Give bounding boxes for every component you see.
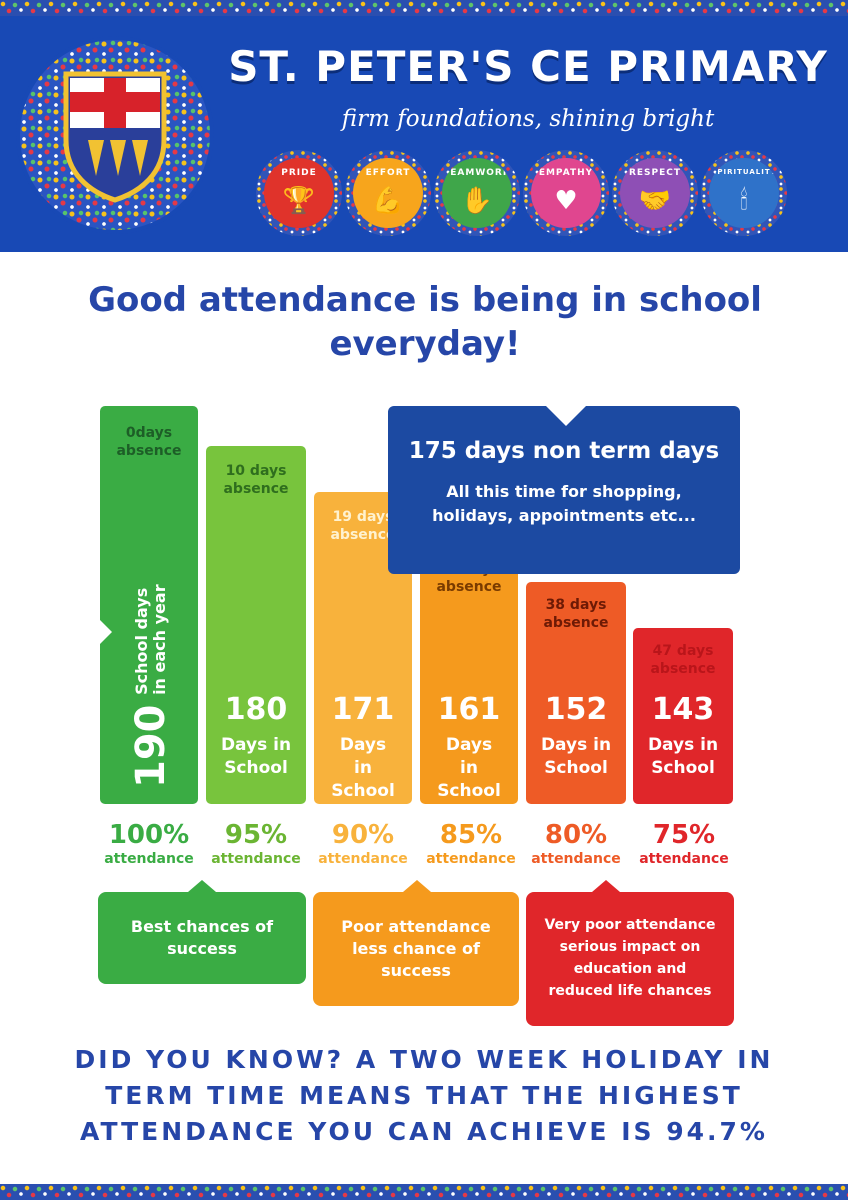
value-label: TEAMWORK xyxy=(443,168,511,178)
did-you-know-footer: DID YOU KNOW? A TWO WEEK HOLIDAY IN TERM… xyxy=(74,1045,774,1146)
bar-152-days: 38 days absence 152 Days in School xyxy=(526,582,626,804)
value-badge-respect: RESPECT 🤝 xyxy=(612,150,698,236)
value-label: EMPATHY xyxy=(538,168,594,178)
attendance-label: attendance xyxy=(639,851,729,867)
pointer-arrow xyxy=(98,618,112,646)
page-heading: Good attendance is being in school every… xyxy=(88,280,762,364)
bar-180-days: 10 days absence 180 Days in School xyxy=(206,446,306,804)
bar-absence-label: 0days absence xyxy=(116,425,182,459)
bar-days-count: 152 xyxy=(544,692,608,727)
bar-days-label: Days in School xyxy=(220,735,292,778)
outcome-text: Best chances of success xyxy=(130,917,274,958)
candle-icon: 🕯 xyxy=(740,185,748,216)
attendance-value: 100% xyxy=(108,820,190,850)
shield-icon xyxy=(63,71,167,203)
bar-days-count: 180 xyxy=(224,692,288,727)
hands-icon: ✋ xyxy=(460,186,494,216)
attendance-80: 80% attendance xyxy=(521,820,631,868)
callout-body: All this time for shopping, holidays, ap… xyxy=(432,482,696,525)
strongman-icon: 💪 xyxy=(371,186,405,216)
value-badge-empathy: EMPATHY ♥ xyxy=(523,150,609,236)
attendance-95: 95% attendance xyxy=(201,820,311,868)
non-term-days-callout: 175 days non term days All this time for… xyxy=(388,404,740,574)
attendance-value: 95% xyxy=(224,820,288,850)
outcome-text: Very poor attendance serious impact on e… xyxy=(544,917,716,999)
value-badge-pride: PRIDE 🏆 xyxy=(256,150,342,236)
bar-190-school-days: 0days absence 190 School days in each yea… xyxy=(98,406,198,804)
attendance-label: attendance xyxy=(531,851,621,867)
outcome-very-poor-attendance: Very poor attendance serious impact on e… xyxy=(526,880,734,1026)
bar-days-count: 171 xyxy=(331,692,395,727)
value-badge-teamwork: TEAMWORK ✋ xyxy=(434,150,520,236)
bar-161-days: 29 days absence 161 Days in School xyxy=(420,542,518,804)
attendance-75: 75% attendance xyxy=(629,820,739,868)
bar-days-count: 161 xyxy=(437,692,501,727)
confetti-border-bottom xyxy=(0,1184,848,1200)
bar-days-count: 143 xyxy=(651,692,715,727)
attendance-90: 90% attendance xyxy=(308,820,418,868)
attendance-value: 85% xyxy=(439,820,503,850)
bar-absence-label: 47 days absence xyxy=(650,643,716,677)
outcome-best-chances: Best chances of success xyxy=(98,880,306,984)
bar-days-label: Days in School xyxy=(647,735,719,778)
attendance-label: attendance xyxy=(211,851,301,867)
value-label: EFFORT xyxy=(365,168,411,178)
school-days-text-1: School days xyxy=(132,587,151,695)
attendance-label: attendance xyxy=(104,851,194,867)
callout-title: 175 days non term days xyxy=(408,438,720,464)
attendance-100: 100% attendance xyxy=(94,820,204,868)
attendance-value: 90% xyxy=(331,820,395,850)
heart-icon: ♥ xyxy=(554,186,578,216)
bar-days-label: Days in School xyxy=(331,735,395,801)
outcome-text: Poor attendance less chance of success xyxy=(341,917,491,980)
outcome-notch xyxy=(403,880,431,892)
value-badge-spirituality: SPIRITUALITY 🕯 xyxy=(701,150,787,236)
school-days-number: 190 xyxy=(128,704,174,789)
school-name: ST. PETER'S CE PRIMARY xyxy=(228,42,828,91)
outcome-poor-attendance: Poor attendance less chance of success xyxy=(313,880,519,1006)
callout-notch xyxy=(544,404,588,426)
header-banner: ST. PETER'S CE PRIMARY firm foundations,… xyxy=(0,16,848,252)
value-label: PRIDE xyxy=(281,168,317,178)
attendance-label: attendance xyxy=(426,851,516,867)
bar-days-label: Days in School xyxy=(540,735,612,778)
value-label: RESPECT xyxy=(628,168,682,178)
attendance-value: 75% xyxy=(652,820,716,850)
outcome-notch xyxy=(188,880,216,892)
attendance-85: 85% attendance xyxy=(416,820,526,868)
bar-days-label: Days in School xyxy=(437,735,501,801)
confetti-border-top xyxy=(0,0,848,16)
bar-absence-label: 10 days absence xyxy=(223,463,289,497)
trophy-icon: 🏆 xyxy=(282,186,316,216)
attendance-value: 80% xyxy=(544,820,608,850)
school-motto: firm foundations, shining bright xyxy=(341,106,715,132)
bar-absence-label: 38 days absence xyxy=(543,597,609,631)
school-crest xyxy=(16,36,214,234)
value-label: SPIRITUALITY xyxy=(711,168,777,176)
school-days-text-2: in each year xyxy=(150,584,169,695)
attendance-label: attendance xyxy=(318,851,408,867)
value-badge-effort: EFFORT 💪 xyxy=(345,150,431,236)
bar-absence-label: 19 days absence xyxy=(330,509,396,543)
bar-143-days: 47 days absence 143 Days in School xyxy=(633,628,733,804)
outcome-notch xyxy=(592,880,620,892)
handshake-icon: 🤝 xyxy=(638,186,672,216)
school-days-vertical-label: 190 School days in each year xyxy=(106,578,196,788)
